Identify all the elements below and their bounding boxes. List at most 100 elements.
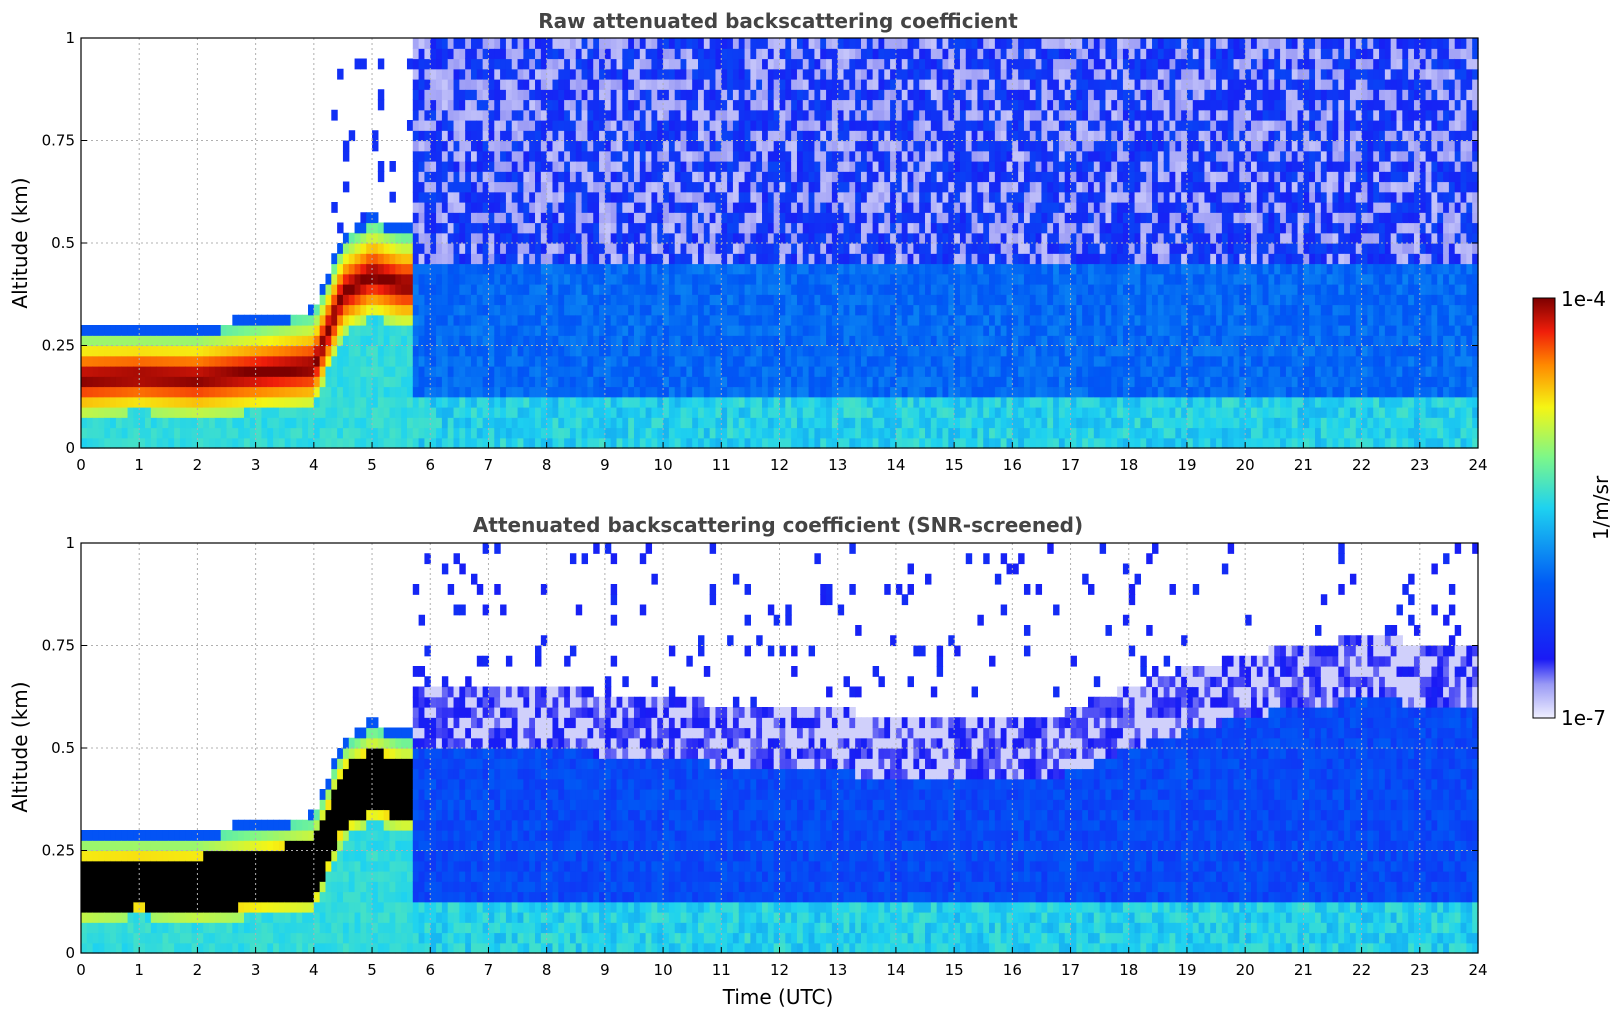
heatmap-cell [610,222,618,234]
heatmap-cell [465,396,472,408]
heatmap-cell [965,396,973,408]
heatmap-cell [942,58,949,70]
heatmap-cell [552,130,559,142]
heatmap-cell [529,417,536,429]
heatmap-cell [796,355,804,367]
heatmap-cell [1006,396,1013,408]
heatmap-cell [785,294,792,306]
heatmap-cell [715,89,722,101]
heatmap-cell [558,140,565,152]
heatmap-cell [802,407,810,418]
heatmap-cell [203,335,210,347]
heatmap-cell [680,48,687,60]
heatmap-cell [569,386,577,398]
heatmap-cell [476,79,484,90]
heatmap-cell [808,366,816,377]
heatmap-cell [989,120,996,131]
heatmap-cell [709,161,717,172]
heatmap-cell [459,263,466,275]
heatmap-cell [500,417,507,429]
heatmap-cell [511,232,519,244]
heatmap-cell [779,273,786,285]
heatmap-cell [907,243,914,254]
heatmap-cell [564,181,571,193]
heatmap-cell [767,120,775,131]
heatmap-cell [610,355,618,367]
heatmap-cell [831,437,839,449]
heatmap-cell [686,376,693,388]
heatmap-cell [115,407,123,418]
heatmap-cell [441,294,449,306]
heatmap-cell [372,437,379,449]
heatmap-cell [692,171,699,183]
heatmap-cell [593,48,600,60]
heatmap-cell [383,366,391,377]
heatmap-cell [465,284,472,295]
heatmap-cell [115,355,123,367]
heatmap-cell [511,253,519,265]
heatmap-cell [1006,191,1013,203]
heatmap-cell [779,58,786,70]
heatmap-cell [872,253,880,265]
heatmap-cell [587,48,594,60]
heatmap-cell [372,222,379,234]
heatmap-cell [308,314,315,326]
heatmap-cell [482,243,490,254]
heatmap-cell [837,222,845,234]
heatmap-cell [558,58,565,70]
heatmap-cell [529,130,536,142]
heatmap-cell [243,314,251,326]
heatmap-cell [92,437,100,449]
heatmap-cell [471,243,478,254]
heatmap-cell [994,222,1002,234]
heatmap-cell [738,222,746,234]
heatmap-cell [488,325,495,336]
heatmap-cell [866,273,874,285]
heatmap-cell [511,68,519,80]
heatmap-cell [890,68,897,80]
heatmap-cell [1000,437,1008,449]
heatmap-cell [674,140,682,152]
heatmap-cell [785,181,792,193]
heatmap-cell [569,437,577,449]
heatmap-cell [1006,171,1013,183]
heatmap-cell [913,273,920,285]
heatmap-cell [337,314,344,326]
heatmap-cell [698,171,705,183]
heatmap-cell [552,79,559,90]
heatmap-cell [185,407,193,418]
heatmap-cell [174,345,181,357]
heatmap-cell [505,212,513,224]
heatmap-cell [372,376,379,388]
heatmap-cell [983,89,990,101]
heatmap-cell [727,232,734,244]
heatmap-cell [348,366,356,377]
heatmap-cell [826,38,833,49]
heatmap-cell [942,396,949,408]
heatmap-cell [895,325,903,336]
heatmap-cell [639,417,647,429]
heatmap-cell [1006,366,1013,377]
heatmap-cell [1006,222,1013,234]
heatmap-cell [942,150,949,162]
heatmap-cell [849,253,856,265]
heatmap-cell [738,212,746,224]
heatmap-cell [919,89,926,101]
heatmap-cell [814,68,821,80]
heatmap-cell [628,366,635,377]
heatmap-cell [564,38,571,49]
heatmap-cell [447,396,455,408]
heatmap-cell [872,273,880,285]
heatmap-cell [331,355,338,367]
heatmap-cell [453,109,460,121]
heatmap-cell [622,417,629,429]
heatmap-cell [459,243,466,254]
heatmap-cell [727,191,734,203]
heatmap-cell [412,437,420,449]
heatmap-cell [901,407,909,418]
heatmap-cell [750,396,757,408]
heatmap-cell [249,417,257,429]
heatmap-cell [791,130,798,142]
heatmap-cell [412,68,420,80]
heatmap-cell [767,304,775,316]
